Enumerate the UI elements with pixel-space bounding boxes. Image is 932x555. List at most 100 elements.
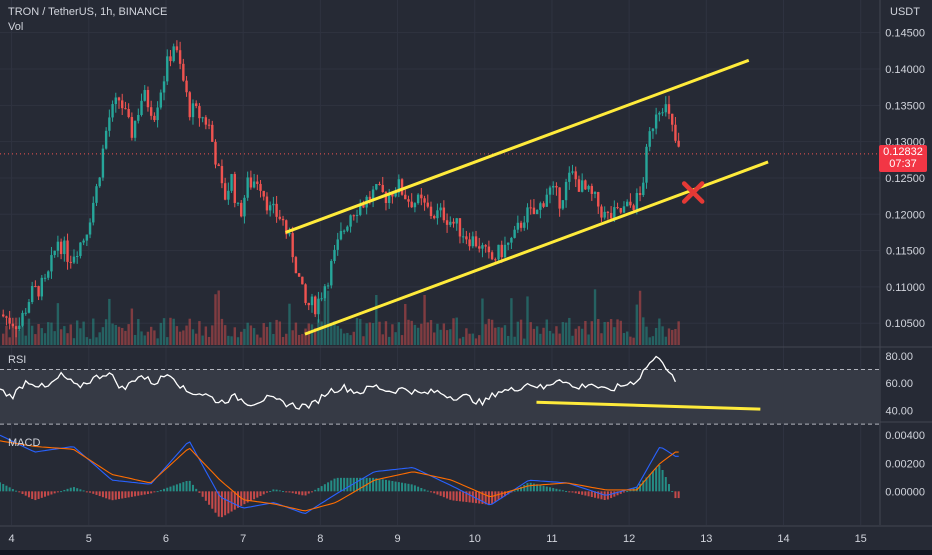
x-tick-label: 6 [163, 533, 169, 545]
candle-body [571, 171, 574, 173]
macd-histogram-bar [220, 491, 223, 518]
volume-bar [162, 318, 166, 345]
volume-indicator-label: Vol [8, 21, 24, 33]
candle-body [59, 241, 63, 255]
volume-bar [291, 330, 294, 345]
macd-tick-label: 0.00000 [885, 486, 925, 498]
rsi-tick-label: 60.00 [885, 378, 913, 390]
signal-line [0, 440, 679, 512]
candle-body [11, 323, 15, 327]
volume-bar [609, 319, 613, 345]
candle-body [455, 218, 458, 224]
candle-body [285, 220, 288, 235]
volume-bar [500, 327, 503, 345]
candle-body [2, 314, 5, 317]
macd-histogram-bar [404, 483, 407, 492]
volume-bar [191, 329, 195, 345]
volume-bar [265, 326, 269, 345]
candle-body [349, 215, 352, 227]
candle-body [513, 229, 516, 238]
candle-body [333, 249, 336, 261]
volume-bar [252, 328, 256, 345]
candle-body [252, 181, 256, 188]
candle-body [127, 108, 130, 118]
macd-histogram-bar [50, 491, 53, 495]
volume-bar [587, 334, 590, 345]
volume-bar [552, 333, 555, 345]
macd-histogram-bar [182, 482, 185, 492]
macd-histogram-bar [668, 484, 671, 492]
candle-body [413, 203, 417, 208]
candle-body [50, 255, 53, 272]
macd-histogram-bar [275, 489, 278, 492]
volume-bars [2, 288, 680, 345]
candle-body [352, 215, 356, 217]
volume-bar [625, 331, 629, 345]
candle-body [194, 103, 198, 107]
candle-body [436, 210, 439, 219]
volume-bar [117, 326, 121, 345]
macd-histogram-bar [118, 491, 121, 500]
volume-bar [539, 333, 542, 345]
macd-histogram-bar [642, 480, 645, 492]
candle-body [500, 244, 503, 258]
macd-histogram-bar [243, 491, 246, 505]
volume-bar [194, 333, 198, 345]
candle-body [56, 241, 60, 251]
macd-histogram-bar [208, 491, 211, 505]
candle-body [227, 190, 230, 200]
candle-body [616, 207, 619, 209]
candle-body [27, 302, 31, 313]
candle-body [243, 197, 246, 217]
price-badge-countdown: 07:37 [889, 158, 917, 170]
candle-body [535, 209, 539, 215]
volume-bar [635, 304, 639, 345]
macd-histogram-bar [356, 477, 359, 492]
candle-body [92, 202, 95, 223]
candle-body [574, 171, 577, 180]
candle-body [137, 115, 140, 121]
macd-histogram-bar [571, 491, 574, 493]
macd-histogram-bar [458, 491, 461, 502]
volume-bar [69, 324, 72, 345]
candle-body [5, 316, 8, 318]
volume-bar [285, 333, 288, 345]
candle-body [400, 179, 404, 195]
candle-body [18, 325, 21, 330]
volume-bar [622, 333, 626, 345]
candle-body [526, 207, 529, 223]
candle-body [85, 234, 89, 241]
volume-bar [127, 324, 130, 345]
volume-bar [47, 322, 50, 345]
volume-bar [175, 326, 179, 345]
candle-body [320, 298, 323, 300]
volume-bar [449, 329, 452, 345]
volume-bar [63, 326, 66, 345]
volume-bar [314, 327, 317, 345]
candle-body [133, 120, 137, 138]
macd-histogram-bar [89, 491, 92, 493]
volume-bar [429, 320, 433, 345]
volume-bar [645, 326, 648, 345]
macd-histogram-bar [79, 489, 82, 492]
drawing-annotations[interactable] [285, 58, 769, 336]
macd-histogram-bar [639, 483, 642, 492]
volume-bar [532, 328, 536, 345]
macd-histogram-bar [661, 470, 664, 492]
volume-bar [365, 323, 368, 345]
volume-bar [661, 326, 664, 345]
candle-body [21, 312, 24, 326]
volume-bar [481, 298, 484, 345]
volume-bar [220, 318, 224, 345]
candle-body [552, 185, 555, 188]
candle-body [75, 255, 79, 257]
candle-body [159, 92, 163, 108]
volume-bar [146, 331, 150, 345]
macd-tick-label: 0.00200 [885, 458, 925, 470]
macd-histogram-bar [417, 486, 420, 492]
candle-body [439, 207, 442, 211]
macd-histogram-bar [375, 478, 378, 492]
cross-marker [681, 181, 705, 204]
volume-bar [211, 325, 214, 345]
